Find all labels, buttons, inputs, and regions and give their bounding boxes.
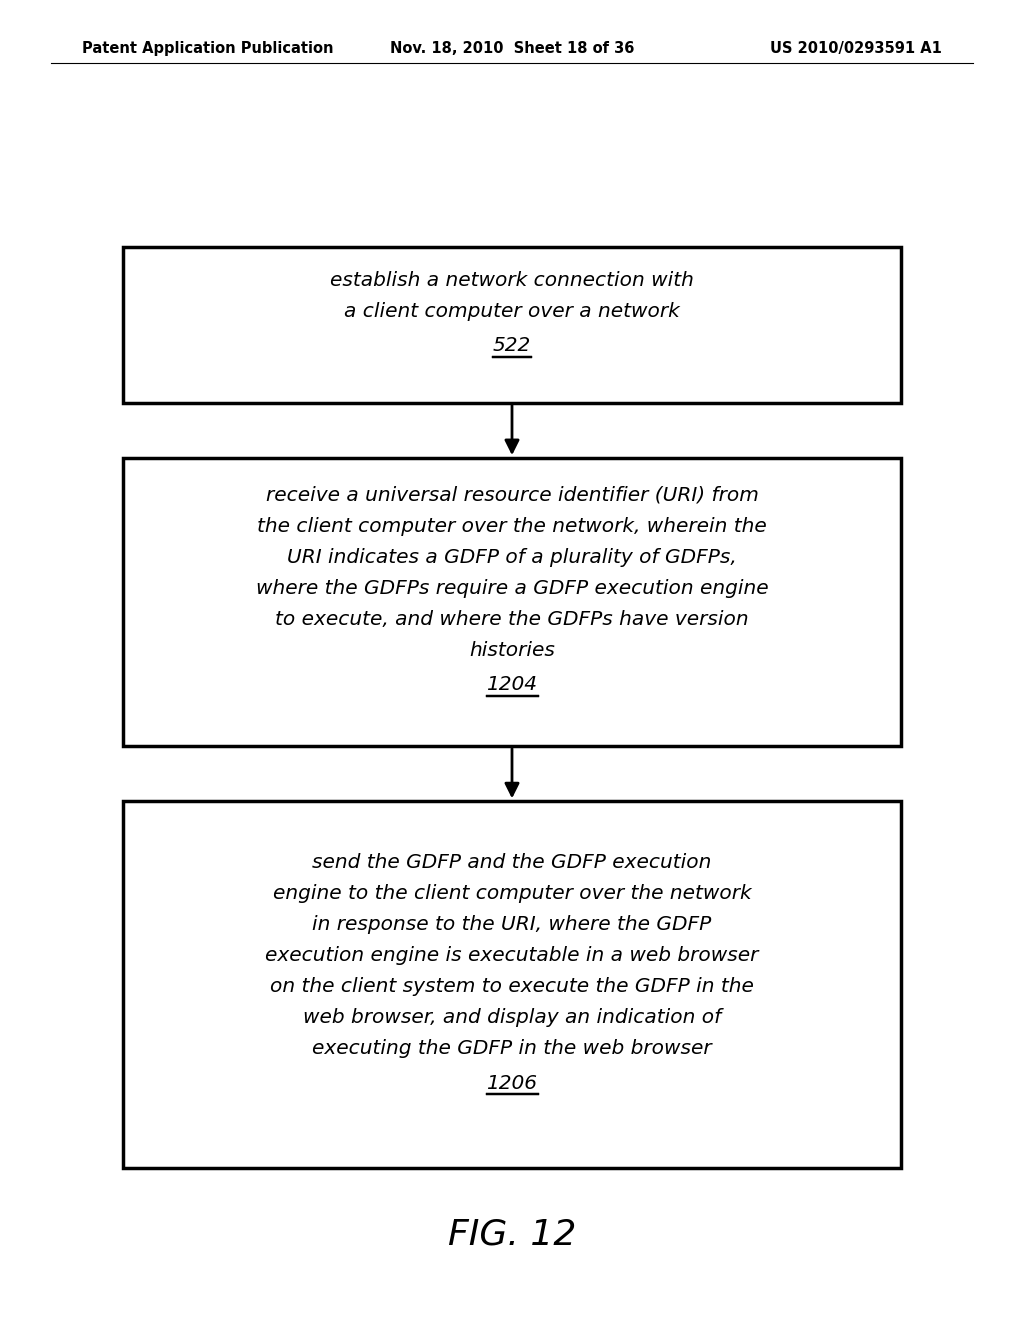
Text: establish a network connection with: establish a network connection with (330, 271, 694, 289)
Text: send the GDFP and the GDFP execution: send the GDFP and the GDFP execution (312, 853, 712, 873)
Bar (123, 247, 901, 403)
Text: 1204: 1204 (486, 676, 538, 694)
Text: Nov. 18, 2010  Sheet 18 of 36: Nov. 18, 2010 Sheet 18 of 36 (390, 41, 634, 57)
Text: on the client system to execute the GDFP in the: on the client system to execute the GDFP… (270, 977, 754, 997)
Text: US 2010/0293591 A1: US 2010/0293591 A1 (770, 41, 942, 57)
Text: in response to the URI, where the GDFP: in response to the URI, where the GDFP (312, 915, 712, 935)
Text: receive a universal resource identifier (URI) from: receive a universal resource identifier … (265, 486, 759, 504)
Text: 1206: 1206 (486, 1073, 538, 1093)
Bar (123, 801, 901, 1168)
Text: engine to the client computer over the network: engine to the client computer over the n… (272, 884, 752, 903)
Text: histories: histories (469, 642, 555, 660)
Text: the client computer over the network, wherein the: the client computer over the network, wh… (257, 517, 767, 536)
Text: executing the GDFP in the web browser: executing the GDFP in the web browser (312, 1039, 712, 1059)
Text: web browser, and display an indication of: web browser, and display an indication o… (303, 1008, 721, 1027)
Text: 522: 522 (493, 337, 531, 355)
Text: execution engine is executable in a web browser: execution engine is executable in a web … (265, 946, 759, 965)
Text: to execute, and where the GDFPs have version: to execute, and where the GDFPs have ver… (275, 610, 749, 628)
Text: Patent Application Publication: Patent Application Publication (82, 41, 334, 57)
Bar (123, 458, 901, 746)
Text: a client computer over a network: a client computer over a network (344, 302, 680, 321)
Text: URI indicates a GDFP of a plurality of GDFPs,: URI indicates a GDFP of a plurality of G… (287, 548, 737, 566)
Text: where the GDFPs require a GDFP execution engine: where the GDFPs require a GDFP execution… (256, 579, 768, 598)
Text: FIG. 12: FIG. 12 (447, 1217, 577, 1251)
